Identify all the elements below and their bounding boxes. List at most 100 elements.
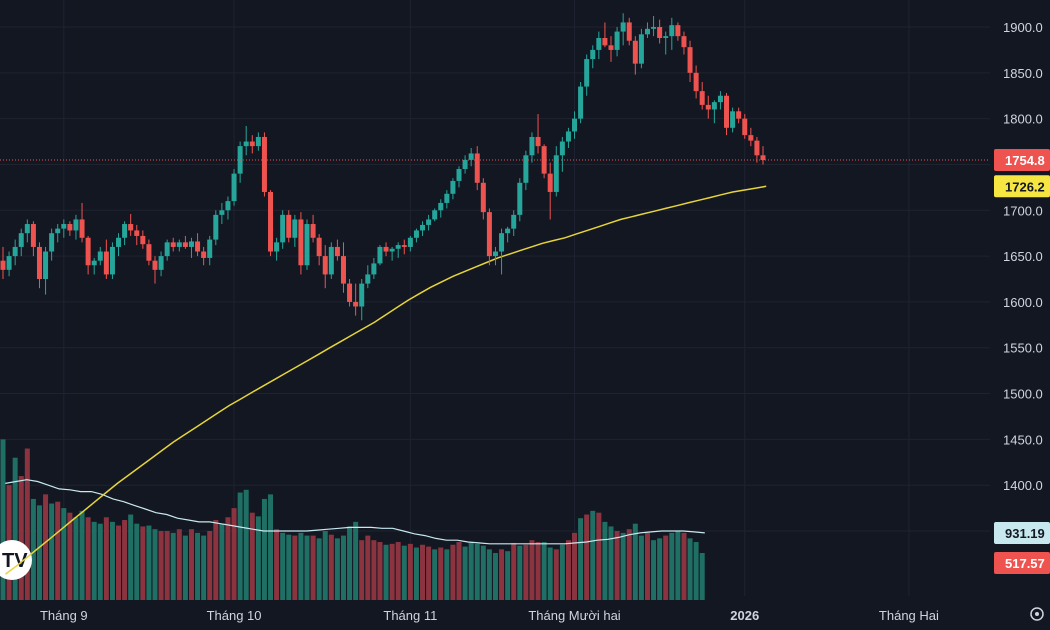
volume-bar: [432, 549, 438, 600]
volume-bar: [255, 516, 261, 600]
volume-bar: [523, 544, 529, 600]
candle: [681, 31, 687, 55]
volume-ma-badge-text: 931.19: [1005, 526, 1045, 541]
volume-bar: [669, 532, 675, 600]
candle: [669, 17, 675, 50]
ma-value-badge-bg: [994, 175, 1050, 198]
candle: [73, 214, 79, 240]
candle: [0, 246, 6, 280]
moving-average-line: [5, 185, 767, 575]
volume-bar: [657, 538, 663, 600]
candle-body: [328, 246, 334, 275]
candle: [158, 251, 164, 277]
volume-bar: [468, 542, 474, 600]
volume-bar: [486, 549, 492, 600]
candle: [480, 178, 486, 220]
candle-body: [681, 36, 687, 48]
candle-body: [103, 251, 109, 275]
candle: [572, 111, 578, 139]
candle-body: [201, 251, 207, 258]
candle: [517, 178, 523, 222]
volume-bar: [219, 523, 225, 600]
volume-bar: [79, 510, 85, 600]
candle-body: [365, 274, 371, 284]
volume-bar: [699, 553, 705, 600]
volume-bar: [158, 531, 164, 600]
candle: [170, 237, 176, 252]
candle-body: [420, 224, 426, 231]
volume-bar: [280, 532, 286, 600]
candle-body: [322, 256, 328, 275]
candle: [742, 114, 748, 139]
candle: [420, 221, 426, 236]
candle-body: [486, 212, 492, 257]
candle: [717, 91, 723, 110]
candle-body: [377, 246, 383, 264]
candle: [505, 226, 511, 243]
candle-body: [310, 224, 316, 238]
price-axis[interactable]: 1900.01850.01800.01750.01700.01650.01600…: [1003, 20, 1043, 539]
candle-body: [492, 251, 498, 257]
volume-bar: [116, 525, 122, 600]
volume-bar: [565, 540, 571, 600]
candle: [736, 107, 742, 124]
candle-body: [426, 219, 432, 225]
candle: [225, 196, 231, 220]
volume-bar: [152, 529, 158, 600]
candle: [584, 54, 590, 96]
tradingview-logo[interactable]: TV: [0, 540, 32, 580]
volume-bar: [359, 540, 365, 600]
volume-bar: [213, 520, 219, 600]
candle: [651, 16, 657, 37]
ma-value-badge: 1726.2: [994, 175, 1050, 198]
candle-body: [638, 34, 644, 64]
volume-bar: [511, 542, 517, 600]
volume-bar: [681, 532, 687, 600]
candle: [590, 45, 596, 69]
candle: [699, 81, 705, 110]
candle-body: [383, 246, 389, 252]
time-axis[interactable]: Tháng 9 Tháng 10 Tháng 11 Tháng Mười hai 202…: [40, 608, 939, 623]
candle-body: [219, 210, 225, 215]
candle: [760, 146, 766, 165]
time-tick-label: 2026: [730, 608, 759, 623]
volume-bar: [584, 514, 590, 600]
candle-body: [334, 246, 340, 257]
candle-body: [225, 201, 231, 211]
candle: [663, 31, 669, 55]
candle: [85, 235, 91, 275]
volume-bar: [176, 529, 182, 600]
volume-bar: [663, 535, 669, 600]
candle: [122, 221, 128, 246]
volume-bar: [529, 540, 535, 600]
volume-bar: [316, 538, 322, 600]
volume-bar: [292, 535, 298, 600]
volume-bar: [109, 521, 115, 600]
candle-body: [182, 242, 188, 247]
candle: [79, 202, 85, 243]
candle: [486, 208, 492, 266]
candle-body: [578, 86, 584, 119]
candle: [523, 150, 529, 191]
last-price-badge-text: 1754.8: [1005, 153, 1045, 168]
candle-body: [268, 191, 274, 252]
candle-body: [535, 136, 541, 147]
volume-bar: [261, 498, 267, 600]
candle: [553, 146, 559, 197]
settings-gear-icon[interactable]: [1030, 607, 1044, 621]
candle: [36, 242, 42, 289]
volume-bar: [413, 547, 419, 600]
gear-icon[interactable]: [1030, 607, 1044, 621]
candle: [43, 246, 49, 295]
candle-body: [109, 246, 115, 275]
volume-ma-badge-bg: [994, 522, 1050, 544]
candle-body: [553, 155, 559, 192]
candle: [322, 245, 328, 289]
candle: [359, 279, 365, 321]
candle-body: [657, 27, 663, 38]
candle: [201, 246, 207, 266]
candle: [6, 251, 12, 277]
volume-bar: [572, 532, 578, 600]
